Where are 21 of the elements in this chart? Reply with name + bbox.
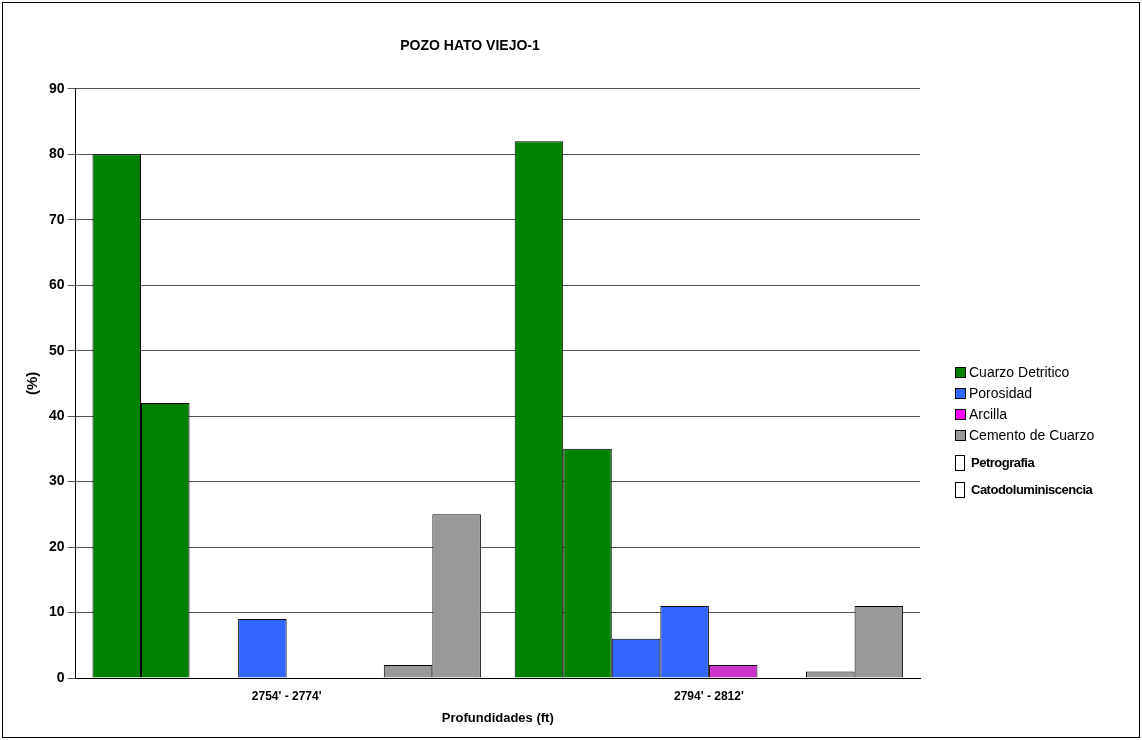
- text: Petrografia: [971, 454, 1035, 472]
- x-tick-label: 2754' - 2774': [251, 688, 322, 703]
- text: Catodoluminiscencia: [971, 481, 1093, 499]
- legend-label: Porosidad: [969, 384, 1033, 403]
- y-tick-label: 60: [48, 276, 65, 293]
- y-tick-label: 40: [48, 406, 65, 423]
- y-tick-label: 70: [48, 210, 65, 227]
- chart-title: POZO HATO VIEJO-1: [400, 37, 540, 54]
- y-tick-label: 50: [48, 341, 65, 358]
- y-tick-label: 80: [48, 145, 65, 162]
- x-axis-title: Profundidades (ft): [441, 709, 554, 725]
- legend-label: Cuarzo Detritico: [969, 363, 1070, 382]
- legend-label: Cemento de Cuarzo: [969, 426, 1095, 445]
- y-tick-label: 10: [48, 603, 65, 620]
- y-tick-label: 20: [48, 537, 65, 554]
- y-axis-title: (%): [23, 371, 41, 396]
- legend-label: Arcilla: [969, 405, 1008, 424]
- y-tick-label: 30: [48, 472, 65, 489]
- y-tick-label: 90: [48, 79, 65, 96]
- y-tick-label: 0: [56, 668, 65, 685]
- x-tick-label: 2794' - 2812': [674, 688, 744, 703]
